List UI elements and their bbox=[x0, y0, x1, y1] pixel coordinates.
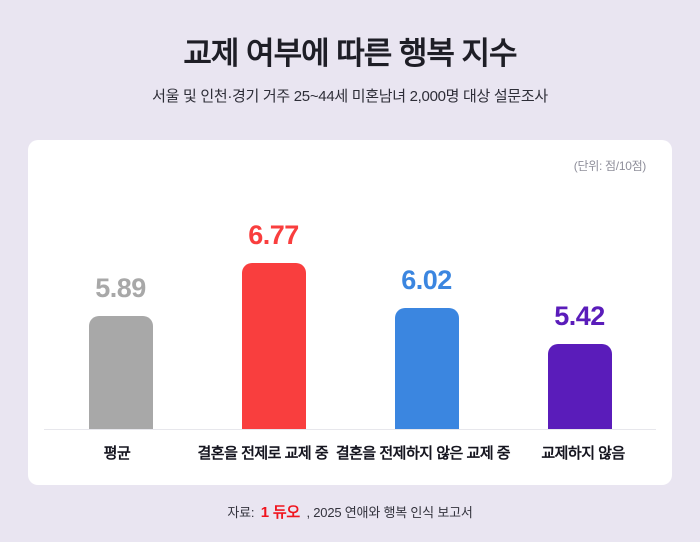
chart-card: (단위: 점/10점) 5.89 6.77 6.02 5.42 평균 결혼을 전제로 교… bbox=[28, 140, 672, 485]
bar-column: 5.42 bbox=[503, 301, 656, 429]
duo-logo: 1 듀오 bbox=[260, 504, 301, 521]
bar-value-label: 6.02 bbox=[401, 265, 452, 295]
category-label: 평균 bbox=[103, 445, 131, 462]
bar-columns: 5.89 6.77 6.02 5.42 bbox=[44, 140, 656, 429]
source-line: 자료: 1 듀오 , 2025 연애와 행복 인식 보고서 bbox=[0, 501, 700, 522]
page-title: 교제 여부에 따른 행복 지수 bbox=[183, 36, 517, 71]
bar-value-label: 5.89 bbox=[95, 273, 146, 303]
bar bbox=[88, 316, 153, 429]
header: 교제 여부에 따른 행복 지수 서울 및 인천·경기 거주 25~44세 미혼남… bbox=[0, 0, 700, 106]
bar-column: 6.77 bbox=[197, 220, 350, 429]
bar-value-label: 6.77 bbox=[248, 220, 299, 250]
bar bbox=[241, 263, 306, 429]
unit-note: (단위: 점/10점) bbox=[573, 159, 647, 173]
category-label: 결혼을 전제하지 않은 교제 중 bbox=[335, 445, 511, 462]
category-label: 교제하지 않음 bbox=[541, 445, 625, 462]
source-prefix: 자료: bbox=[227, 505, 255, 520]
chart-baseline bbox=[44, 429, 656, 430]
page-subtitle: 서울 및 인천·경기 거주 25~44세 미혼남녀 2,000명 대상 설문조사 bbox=[152, 87, 548, 105]
bar bbox=[394, 308, 459, 429]
category-labels: 평균 결혼을 전제로 교제 중 결혼을 전제하지 않은 교제 중 교제하지 않음 bbox=[44, 442, 656, 463]
source-suffix: , 2025 연애와 행복 인식 보고서 bbox=[306, 505, 473, 520]
bar-column: 6.02 bbox=[350, 265, 503, 429]
bar bbox=[547, 344, 612, 429]
category-label: 결혼을 전제로 교제 중 bbox=[197, 445, 329, 462]
bar-column: 5.89 bbox=[44, 273, 197, 429]
bar-value-label: 5.42 bbox=[554, 301, 605, 331]
